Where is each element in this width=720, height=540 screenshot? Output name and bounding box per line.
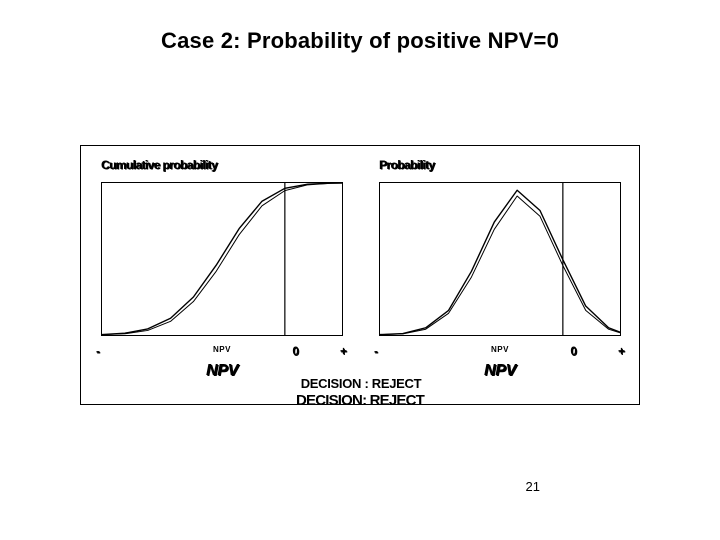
right-tick-plus: + xyxy=(618,344,625,358)
right-panel: Probability Probability - - 0 0 + + NPV … xyxy=(371,156,629,376)
page-number: 21 xyxy=(526,479,540,494)
right-plot-box xyxy=(379,182,621,336)
right-curves-svg xyxy=(380,183,620,335)
right-tick-minus: - xyxy=(374,344,378,358)
left-tick-plus: + xyxy=(340,344,347,358)
left-panel: Cumulative probability Cumulative probab… xyxy=(93,156,351,376)
right-xlabel: NPV xyxy=(484,362,516,380)
slide-root: Case 2: Probability of positive NPV=0 Cu… xyxy=(0,0,720,540)
left-xlabel-small: NPV xyxy=(213,345,231,354)
right-xlabel-small: NPV xyxy=(491,345,509,354)
left-curves-svg xyxy=(102,183,342,335)
right-panel-title: Probability xyxy=(379,158,434,172)
right-tick-zero: 0 xyxy=(570,344,577,358)
left-xlabel: NPV xyxy=(206,362,238,380)
left-plot-box xyxy=(101,182,343,336)
left-tick-zero: 0 xyxy=(292,344,299,358)
left-tick-minus: - xyxy=(96,344,100,358)
left-panel-title: Cumulative probability xyxy=(101,158,217,172)
decision-upper-shadow: DECISION : REJECT xyxy=(301,376,422,391)
decision-lower: DECISION: REJECT xyxy=(296,392,424,409)
figure-wrap: Cumulative probability Cumulative probab… xyxy=(80,145,640,405)
decision-wrap: DECISION : REJECT DECISION: REJECT xyxy=(81,374,639,410)
slide-title: Case 2: Probability of positive NPV=0 xyxy=(0,28,720,54)
figure-frame: Cumulative probability Cumulative probab… xyxy=(80,145,640,405)
